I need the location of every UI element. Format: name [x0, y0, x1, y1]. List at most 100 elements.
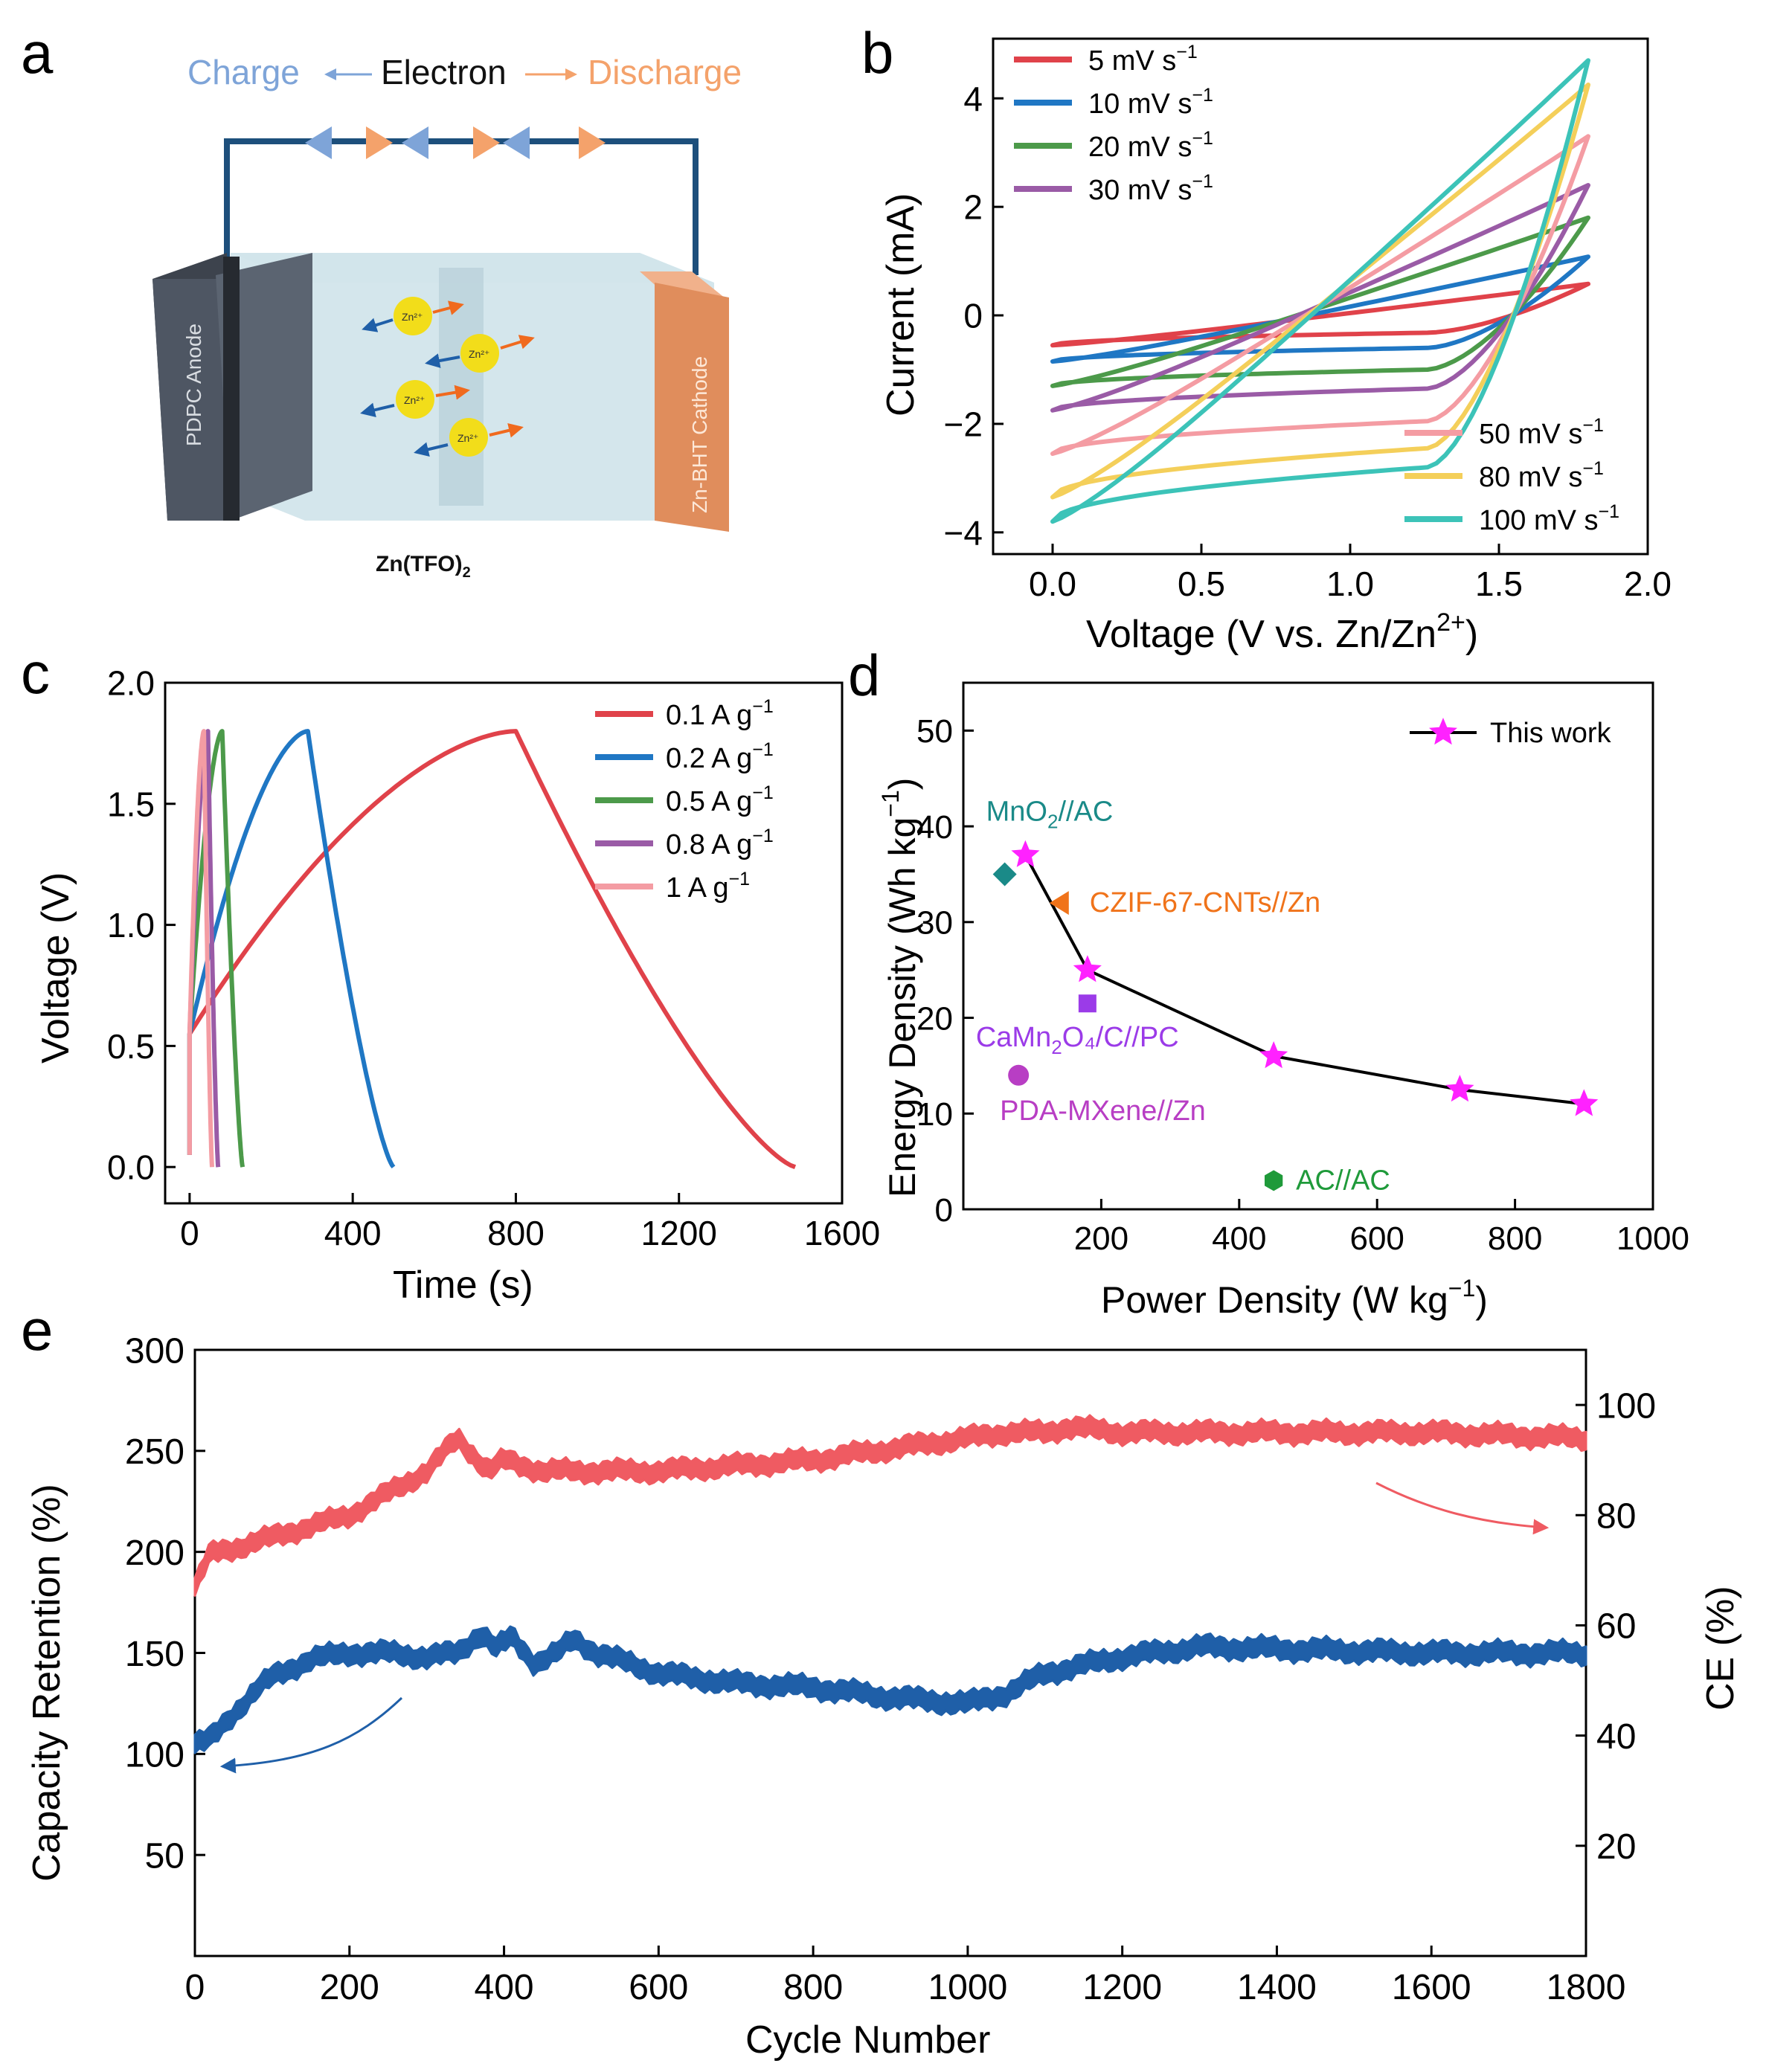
y-tick-label: 200: [125, 1534, 184, 1573]
y-tick-label: 20: [1596, 1827, 1636, 1867]
y-tick-label: 150: [125, 1635, 184, 1674]
y-tick-label: 0.0: [107, 1148, 155, 1187]
legend-label: 50 mV s−1: [1479, 415, 1604, 450]
legend-c: 0.1 A g−10.2 A g−10.5 A g−10.8 A g−11 A …: [595, 696, 774, 904]
ref-label-sub: 2: [1047, 810, 1058, 832]
y-tick-label: 300: [125, 1331, 184, 1371]
panel-a-schematic: a Charge Electron Discharge PDPC Anode Z…: [21, 20, 742, 581]
electron-triangle-2: [366, 126, 393, 159]
gcd-curve: [187, 729, 797, 1170]
y-tick-label: 100: [125, 1736, 184, 1775]
x-tick-label: 1000: [928, 1968, 1007, 2007]
series-curves-e: [193, 1414, 1587, 1754]
legend-label: 5 mV s−1: [1088, 42, 1198, 77]
y-tick-label: 100: [1596, 1386, 1656, 1426]
x-axis-label-d: Power Density (W kg−1): [1101, 1275, 1488, 1321]
plot-frame-d: [962, 681, 1654, 1211]
legend-label-sup: −1: [1176, 42, 1198, 62]
x-axis-label-c: Time (s): [393, 1264, 533, 1307]
gcd-curve: [187, 729, 396, 1169]
ref-point-square: [1078, 994, 1096, 1013]
panel-label-c: c: [21, 640, 50, 706]
x-tick-label: 1600: [1392, 1968, 1471, 2007]
x-tick-label: 1.5: [1475, 564, 1523, 603]
panel-label-b: b: [861, 20, 893, 86]
this-work-star: [1011, 840, 1040, 867]
x-tick-label: 600: [629, 1968, 688, 2007]
charge-label: Charge: [187, 53, 300, 91]
y-tick-label: 30: [916, 905, 953, 942]
ref-point-triangle: [1049, 891, 1069, 916]
zn-ion-1: Zn²⁺: [362, 297, 464, 335]
legend-star: [1429, 718, 1457, 745]
x-tick-label: 0: [180, 1214, 199, 1252]
legend-label-text: 0.2 A g: [666, 743, 752, 774]
cv-curve: [1050, 134, 1590, 456]
legend-label: 20 mV s−1: [1088, 128, 1213, 163]
electron-triangle-6: [579, 126, 606, 159]
y-axis-right-label-e: CE (%): [1699, 1586, 1742, 1711]
axis-ticks-c: 0 400 800 1200 1600 0.0 0.5 1.0 1.5 2.0: [107, 664, 880, 1252]
legend-label-sup: −1: [1599, 501, 1620, 522]
legend-b: 5 mV s−110 mV s−120 mV s−130 mV s−150 mV…: [1014, 42, 1619, 536]
legend-label-sup: −1: [1192, 171, 1213, 192]
svg-text:Zn²⁺: Zn²⁺: [404, 394, 425, 406]
y-tick-label: −2: [944, 405, 983, 443]
legend-label-sup: −1: [1582, 415, 1604, 436]
gcd-curve: [187, 729, 245, 1168]
x-tick-label: 200: [320, 1968, 379, 2007]
svg-text:Zn²⁺: Zn²⁺: [469, 348, 489, 360]
svg-text:Zn²⁺: Zn²⁺: [402, 311, 423, 323]
y-tick-label: 250: [125, 1432, 184, 1472]
ref-label: PDA-MXene//Zn: [1000, 1095, 1206, 1127]
anode-slab: [152, 279, 231, 521]
ref-label: CZIF-67-CNTs//Zn: [1090, 887, 1320, 918]
x-tick-label: 800: [783, 1968, 843, 2007]
y-axis-label-e: Capacity Retention (%): [25, 1484, 68, 1882]
y-tick-label: 4: [963, 80, 983, 118]
x-tick-label: 1600: [804, 1214, 880, 1252]
legend-label-text: 100 mV s: [1479, 505, 1599, 536]
svg-text:Zn²⁺: Zn²⁺: [457, 432, 478, 444]
legend-label: 10 mV s−1: [1088, 85, 1213, 120]
legend-label: 30 mV s−1: [1088, 171, 1213, 206]
x-tick-label: 1200: [641, 1214, 717, 1252]
legend-label: 0.5 A g−1: [666, 782, 774, 817]
ref-label-name: CZIF-67-CNTs//Zn: [1090, 887, 1320, 918]
y-tick-label: 2: [963, 188, 983, 227]
y-tick-label: 60: [1596, 1607, 1636, 1647]
legend-label-sup: −1: [752, 826, 774, 846]
axis-ticks-e: 0 200 400 600 800 1000 1200 1400 1600 1800 50 100 15…: [125, 1331, 1656, 2007]
cv-curve: [1050, 83, 1590, 500]
legend-label-text: 10 mV s: [1088, 89, 1192, 120]
x-axis-label-b: Voltage (V vs. Zn/Zn2+): [1086, 608, 1478, 656]
y-tick-label: −4: [944, 513, 983, 552]
x-tick-label: 0.0: [1029, 564, 1076, 603]
x-tick-label: 2.0: [1624, 564, 1672, 603]
legend-label-sup: −1: [1192, 128, 1213, 149]
x-axis-label-e: Cycle Number: [745, 2018, 990, 2062]
y-tick-label: 2.0: [107, 664, 155, 703]
y-tick-label: 40: [1596, 1717, 1636, 1757]
legend-label-text: 80 mV s: [1479, 462, 1582, 493]
legend-label-text: 1 A g: [666, 872, 729, 904]
y-tick-label: 50: [916, 713, 953, 750]
ref-label-rest: //AC: [1058, 796, 1113, 827]
this-work-star: [1445, 1075, 1474, 1102]
legend-label-sup: −1: [752, 782, 774, 803]
y-tick-label: 0: [963, 297, 983, 335]
ref-label: MnO2//AC: [986, 796, 1114, 832]
capacity-axis-arrow: [219, 1696, 403, 1774]
panel-e-cycling-chart: e 0 200 400 600 800 1000 1200 1400 1600 1800 50 100…: [21, 1297, 1742, 2062]
cv-curve: [1050, 58, 1590, 524]
plot-frame-c: [164, 681, 844, 1205]
legend-label-text: 0.8 A g: [666, 829, 752, 860]
legend-label: 100 mV s−1: [1479, 501, 1619, 536]
panel-c-gcd-chart: c 0 400 800 1200 1600 0.0 0.5 1.0 1.5 2.0 0.1 A g…: [21, 640, 880, 1307]
ref-label: CaMn2O₄/C//PC: [976, 1022, 1179, 1058]
external-circuit-wire: [224, 138, 699, 275]
electrolyte-label: Zn(TFO)2: [376, 552, 471, 581]
legend-label-sup: −1: [752, 696, 774, 717]
